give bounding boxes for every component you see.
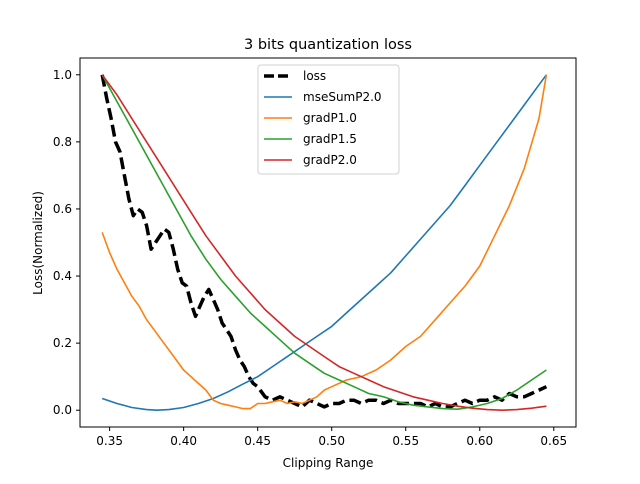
series-line-gradP1.5 xyxy=(101,74,547,411)
series-layer xyxy=(100,74,548,412)
x-tick-label: 0.60 xyxy=(466,434,493,448)
chart-title: 3 bits quantization loss xyxy=(244,37,412,53)
series-line-gradP2.0 xyxy=(101,74,547,412)
legend-label: gradP1.0 xyxy=(303,111,357,125)
y-axis: 0.0 0.2 0.4 0.6 0.8 1.0 xyxy=(53,68,80,417)
series-line-mseSumP2.0 xyxy=(101,74,548,412)
x-axis-label: Clipping Range xyxy=(283,456,374,470)
series-line-gradP1.0 xyxy=(101,74,548,410)
legend-label: gradP1.5 xyxy=(303,132,357,146)
y-tick-label: 0.6 xyxy=(53,202,72,216)
y-tick-label: 0.2 xyxy=(53,336,72,350)
x-tick-label: 0.65 xyxy=(540,434,567,448)
y-tick-label: 0.0 xyxy=(53,403,72,417)
y-tick-label: 0.8 xyxy=(53,135,72,149)
x-tick-label: 0.45 xyxy=(244,434,271,448)
x-tick-label: 0.35 xyxy=(96,434,123,448)
legend: loss mseSumP2.0 gradP1.0 gradP1.5 gradP2.0 xyxy=(257,64,400,175)
legend-box xyxy=(257,64,400,175)
x-tick-label: 0.55 xyxy=(392,434,419,448)
legend-label: mseSumP2.0 xyxy=(303,90,382,104)
x-tick-label: 0.50 xyxy=(318,434,345,448)
y-axis-label: Loss(Normalized) xyxy=(31,191,45,295)
x-axis: 0.35 0.40 0.45 0.50 0.55 0.60 0.65 xyxy=(96,427,567,448)
x-tick-label: 0.40 xyxy=(170,434,197,448)
plot-area-frame xyxy=(79,57,577,428)
y-tick-label: 0.4 xyxy=(53,269,72,283)
series-line-loss xyxy=(100,74,548,409)
legend-label: gradP2.0 xyxy=(303,153,357,167)
y-tick-label: 1.0 xyxy=(53,68,72,82)
legend-label: loss xyxy=(303,69,326,83)
